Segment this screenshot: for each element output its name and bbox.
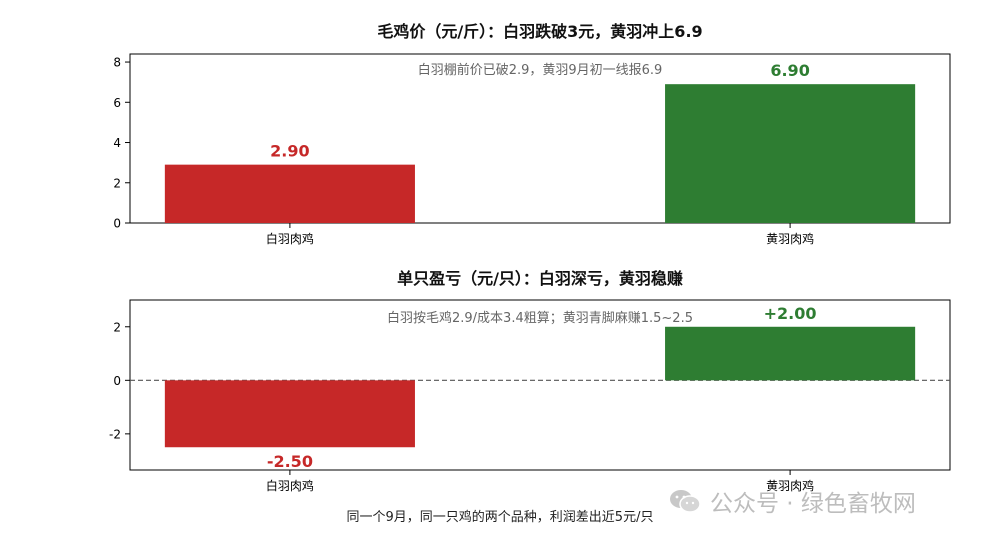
price-chart-panel: 毛鸡价（元/斤）：白羽跌破3元，黄羽冲上6.9 0 2 4 6 8 2.90 白羽肉鸡 6.90… xyxy=(113,22,951,246)
chart-annotation: 白羽棚前价已破2.9，黄羽9月初一线报6.9 xyxy=(418,62,663,78)
plot-frame xyxy=(129,53,951,224)
watermark-text: 公众号 · 绿色畜牧网 xyxy=(710,491,916,517)
x-tick-label: 黄羽肉鸡 xyxy=(766,478,814,493)
y-tick-label: 2 xyxy=(113,320,121,334)
y-tick-label: 8 xyxy=(113,56,121,70)
data-label: 2.90 xyxy=(270,142,309,161)
bar-yellow-feather xyxy=(665,326,916,381)
chart-title: 毛鸡价（元/斤）：白羽跌破3元，黄羽冲上6.9 xyxy=(377,22,702,41)
chart-annotation: 白羽按毛鸡2.9/成本3.4粗算；黄羽青脚麻赚1.5~2.5 xyxy=(387,310,693,326)
y-tick-label: 0 xyxy=(113,374,121,388)
y-tick-label: 6 xyxy=(113,96,121,110)
x-tick-label: 白羽肉鸡 xyxy=(266,231,314,246)
data-label: 6.90 xyxy=(770,61,809,80)
y-tick-label: 4 xyxy=(113,136,121,150)
bar-white-feather xyxy=(164,380,415,448)
x-tick-label: 白羽肉鸡 xyxy=(266,478,314,493)
plot-frame xyxy=(129,299,951,471)
profit-chart-panel: 单只盈亏（元/只）：白羽深亏，黄羽稳赚 -2 0 2 -2.50 白羽肉鸡 +2.00 黄羽肉… xyxy=(109,269,951,493)
y-tick-label: -2 xyxy=(109,427,121,441)
footer-note: 同一个9月，同一只鸡的两个品种，利润差出近5元/只 xyxy=(346,510,654,525)
x-tick-label: 黄羽肉鸡 xyxy=(766,231,814,246)
y-tick-label: 2 xyxy=(113,176,121,190)
bar-white-feather xyxy=(164,164,415,223)
watermark: 公众号 · 绿色畜牧网 xyxy=(668,484,968,518)
data-label: -2.50 xyxy=(267,452,313,471)
data-label: +2.00 xyxy=(764,304,817,323)
y-tick-label: 0 xyxy=(113,217,121,231)
wechat-icon xyxy=(670,490,701,513)
bar-yellow-feather xyxy=(665,84,916,223)
chart-title: 单只盈亏（元/只）：白羽深亏，黄羽稳赚 xyxy=(397,269,683,288)
